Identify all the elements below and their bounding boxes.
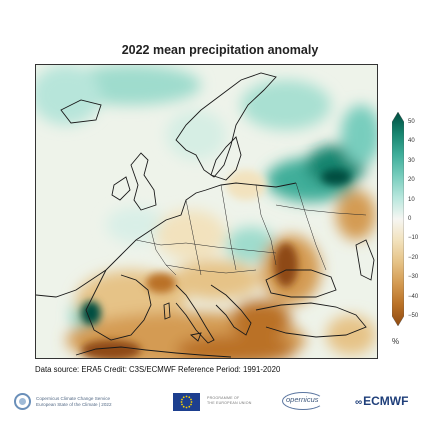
- ccs-name: Copernicus Climate Change Service: [36, 395, 111, 401]
- colorbar-tick-label: −30: [408, 274, 419, 281]
- colorbar-tick-label: −20: [408, 254, 419, 261]
- map-title: 2022 mean precipitation anomaly: [121, 43, 319, 57]
- colorbar-gradient: [391, 111, 405, 327]
- colorbar-tick-label: −50: [408, 313, 419, 319]
- country-borders: [135, 182, 367, 276]
- coastlines: [36, 72, 375, 358]
- copernicus-wordmark: opernicus: [286, 395, 319, 404]
- colorbar-tick-label: −10: [408, 235, 419, 242]
- ccs-report-title: European State of the Climate | 2022: [36, 401, 112, 407]
- eu-flag-icon: [173, 393, 200, 411]
- footer-logos: Copernicus Climate Change Service Europe…: [0, 390, 440, 418]
- anomaly-field-detail: [81, 169, 351, 358]
- ecmwf-wordmark: ECMWF: [363, 394, 409, 408]
- copernicus-logo: opernicus: [282, 392, 324, 410]
- colorbar-unit: %: [392, 337, 400, 346]
- colorbar-tick-label: 0: [408, 216, 412, 222]
- colorbar-tick-label: −40: [408, 293, 419, 300]
- colorbar-tick-label: 30: [408, 157, 415, 164]
- colorbar-tick-label: 40: [408, 138, 415, 145]
- precipitation-anomaly-map: [35, 64, 378, 359]
- ecmwf-logo: ∞ECMWF: [355, 394, 408, 408]
- anomaly-field: [36, 65, 377, 358]
- colorbar-tick-label: 50: [408, 119, 415, 125]
- ecmwf-symbol-icon: ∞: [355, 397, 363, 408]
- copernicus-climate-change-service-logo: Copernicus Climate Change Service Europe…: [14, 393, 112, 410]
- colorbar: [391, 111, 405, 327]
- colorbar-tick-label: 10: [408, 196, 415, 203]
- ccs-circle-icon: [14, 393, 31, 410]
- colorbar-tick-label: 20: [408, 177, 415, 184]
- data-source-credit: Data source: ERA5 Credit: C3S/ECMWF Refe…: [35, 365, 281, 374]
- map-canvas: [36, 65, 377, 358]
- eu-programme-text: PROGRAMME OF THE EUROPEAN UNION: [207, 396, 252, 405]
